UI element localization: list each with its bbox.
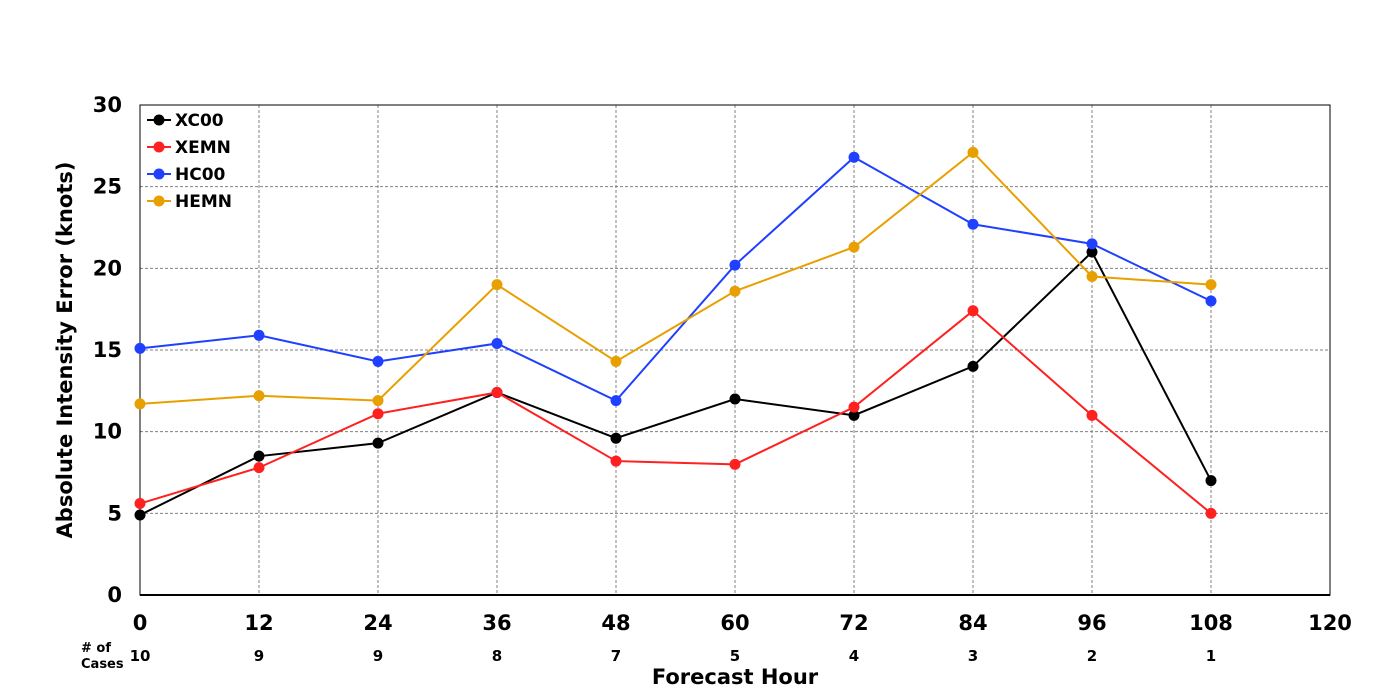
- data-point-hemn: [491, 279, 503, 291]
- data-point-hc00: [848, 151, 860, 163]
- data-point-xc00: [1086, 246, 1098, 258]
- data-point-hemn: [610, 355, 622, 367]
- data-point-xemn: [610, 455, 622, 467]
- x-tick-label: 12: [244, 611, 273, 635]
- data-point-hc00: [134, 342, 146, 354]
- data-point-hc00: [610, 395, 622, 407]
- data-point-hemn: [253, 390, 265, 402]
- data-point-xc00: [1205, 475, 1217, 487]
- x-tick-label: 108: [1189, 611, 1233, 635]
- series-hc00: [134, 151, 1217, 407]
- y-tick-label: 0: [107, 583, 122, 607]
- x-tick-label: 60: [720, 611, 749, 635]
- data-point-xemn: [134, 498, 146, 510]
- x-tick-label: 36: [482, 611, 511, 635]
- series-line-xc00: [139, 250, 1212, 516]
- legend-marker: [153, 168, 165, 180]
- legend-marker: [153, 195, 165, 207]
- data-point-hemn: [372, 395, 384, 407]
- data-point-xemn: [1205, 507, 1217, 519]
- data-point-xc00: [372, 437, 384, 449]
- case-count: 10: [130, 647, 151, 665]
- x-tick-label: 48: [601, 611, 630, 635]
- y-tick-label: 25: [93, 175, 122, 199]
- y-axis-title: Absolute Intensity Error (knots): [53, 162, 77, 539]
- data-point-hemn: [1086, 271, 1098, 282]
- series-line-xemn: [139, 309, 1212, 515]
- data-point-xc00: [848, 409, 860, 421]
- data-point-xc00: [253, 450, 265, 462]
- x-tick-label: 120: [1308, 611, 1352, 635]
- legend-label: HC00: [175, 165, 226, 185]
- data-point-xemn: [253, 462, 265, 474]
- data-point-xemn: [848, 401, 860, 413]
- data-point-hc00: [1205, 295, 1217, 307]
- y-axis-ticks: 0 5 10 15 20 25 30: [93, 93, 122, 607]
- legend-item-xemn: XEMN: [147, 138, 231, 158]
- x-tick-label: 96: [1077, 611, 1106, 635]
- legend-item-hemn: HEMN: [147, 192, 232, 212]
- data-point-xemn: [372, 408, 384, 420]
- legend-item-xc00: XC00: [147, 111, 224, 131]
- cases-title-line1: # of: [81, 641, 111, 656]
- data-point-hc00: [372, 355, 384, 367]
- data-point-hemn: [967, 146, 979, 158]
- case-count: 3: [968, 647, 978, 665]
- series-line-hc00: [139, 156, 1212, 402]
- data-point-hc00: [1086, 238, 1098, 250]
- x-axis-title: Forecast Hour: [652, 665, 819, 689]
- case-count: 4: [849, 647, 859, 665]
- data-point-xc00: [729, 393, 741, 405]
- series-line-hemn: [139, 151, 1212, 405]
- y-tick-label: 5: [107, 501, 122, 525]
- data-point-hemn: [134, 398, 146, 410]
- case-count: 8: [492, 647, 502, 665]
- legend-marker: [153, 141, 165, 153]
- data-point-hc00: [491, 337, 503, 349]
- x-tick-label: 24: [363, 611, 392, 635]
- data-point-hemn: [1205, 279, 1217, 291]
- data-point-hemn: [729, 285, 741, 297]
- series-xemn: [134, 305, 1217, 519]
- data-point-xc00: [134, 509, 146, 521]
- data-point-xc00: [967, 360, 979, 372]
- data-point-xc00: [610, 432, 622, 444]
- data-point-hc00: [253, 329, 265, 341]
- x-axis-ticks: 0 12 24 36 48 60 72 84 96 108 120: [133, 611, 1352, 635]
- x-tick-label: 0: [133, 611, 148, 635]
- y-tick-label: 30: [93, 93, 122, 117]
- legend-marker: [153, 114, 165, 126]
- case-count: 2: [1087, 647, 1097, 665]
- y-tick-label: 20: [93, 256, 122, 280]
- legend-label: XC00: [175, 111, 224, 131]
- legend-item-hc00: HC00: [147, 165, 226, 185]
- data-point-xemn: [967, 305, 979, 317]
- case-count: 9: [254, 647, 264, 665]
- cases-title-line2: Cases: [81, 657, 124, 672]
- y-tick-label: 15: [93, 338, 122, 362]
- data-point-hc00: [967, 218, 979, 230]
- y-tick-label: 10: [93, 420, 122, 444]
- x-tick-label: 84: [958, 611, 987, 635]
- legend-label: HEMN: [175, 192, 232, 212]
- series-group: [134, 146, 1217, 521]
- series-hemn: [134, 146, 1217, 410]
- case-count: 1: [1206, 647, 1216, 665]
- data-point-hc00: [729, 259, 741, 271]
- case-count: 9: [373, 647, 383, 665]
- data-point-xemn: [491, 386, 503, 398]
- case-count: 7: [611, 647, 621, 665]
- series-xc00: [134, 246, 1217, 521]
- legend: XC00 XEMN HC00 HEMN: [147, 111, 232, 212]
- grid: [140, 105, 1330, 595]
- legend-label: XEMN: [175, 138, 231, 158]
- x-tick-label: 72: [839, 611, 868, 635]
- data-point-hemn: [848, 241, 860, 253]
- case-counts: # of Cases 10 9 9 8 7 5 4 3 2 1: [81, 641, 1216, 672]
- data-point-xemn: [729, 458, 741, 470]
- case-count: 5: [730, 647, 740, 665]
- data-point-xemn: [1086, 409, 1098, 421]
